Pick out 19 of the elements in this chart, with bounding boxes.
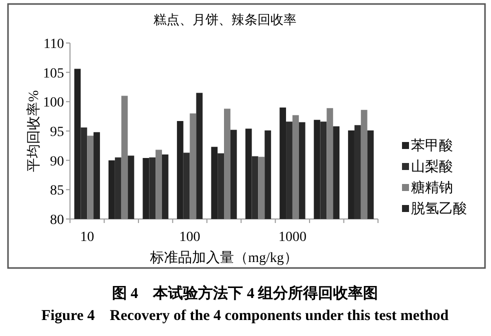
x-axis-title: 标准品加入量（mg/kg） xyxy=(149,250,298,266)
y-tick-label: 80 xyxy=(50,213,64,228)
y-tick-label: 95 xyxy=(50,125,64,140)
x-tick-label: 100 xyxy=(179,230,200,245)
legend-label: 糖精钠 xyxy=(411,180,453,196)
legend-label: 山梨酸 xyxy=(411,159,453,175)
legend-label: 脱氢乙酸 xyxy=(411,201,467,217)
caption: Figure 4 Recovery of the 4 components under this test method xyxy=(41,308,450,324)
x-tick-label: 1000 xyxy=(278,230,306,245)
x-tick-label: 10 xyxy=(80,230,94,245)
y-tick-label: 100 xyxy=(43,96,64,111)
y-tick-label: 110 xyxy=(44,37,64,52)
legend-label: 苯甲酸 xyxy=(411,138,453,154)
y-tick-label: 85 xyxy=(50,184,64,199)
y-axis-title: 平均回收率% xyxy=(26,90,42,172)
y-tick-label: 90 xyxy=(50,154,64,170)
y-tick-label: 105 xyxy=(43,66,64,82)
chart-title: 糕点、月饼、辣条回收率 xyxy=(154,12,296,27)
caption: 图 4 本试验方法下 4 组分所得回收率图 xyxy=(112,284,378,302)
